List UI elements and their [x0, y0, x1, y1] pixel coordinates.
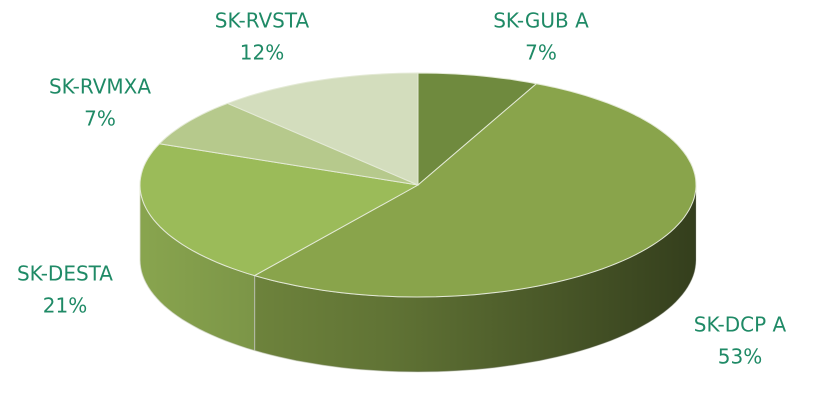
- slice: [158, 102, 419, 186]
- slice: [139, 143, 420, 277]
- slice-label: SK-RVSTA: [215, 9, 310, 33]
- labels: SK-GUB A 7% SK-DCP A 53% SK-DESTA 21% SK-RVMXA…: [17, 9, 787, 369]
- slice-label: SK-DCP A: [694, 313, 787, 337]
- slice-value-label: 7%: [84, 107, 116, 131]
- slice-label: SK-GUB A: [493, 9, 589, 33]
- slice: [253, 83, 697, 298]
- slice: [226, 72, 419, 186]
- slice-value-label: 53%: [718, 345, 762, 369]
- slice-value-label: 12%: [240, 41, 284, 65]
- slice-label: SK-RVMXA: [49, 75, 151, 99]
- pie-tops: [139, 72, 697, 298]
- slice: [417, 72, 538, 187]
- slice-value-label: 7%: [525, 41, 557, 65]
- slice-label: SK-DESTA: [17, 262, 113, 286]
- slice-value-label: 21%: [43, 294, 87, 318]
